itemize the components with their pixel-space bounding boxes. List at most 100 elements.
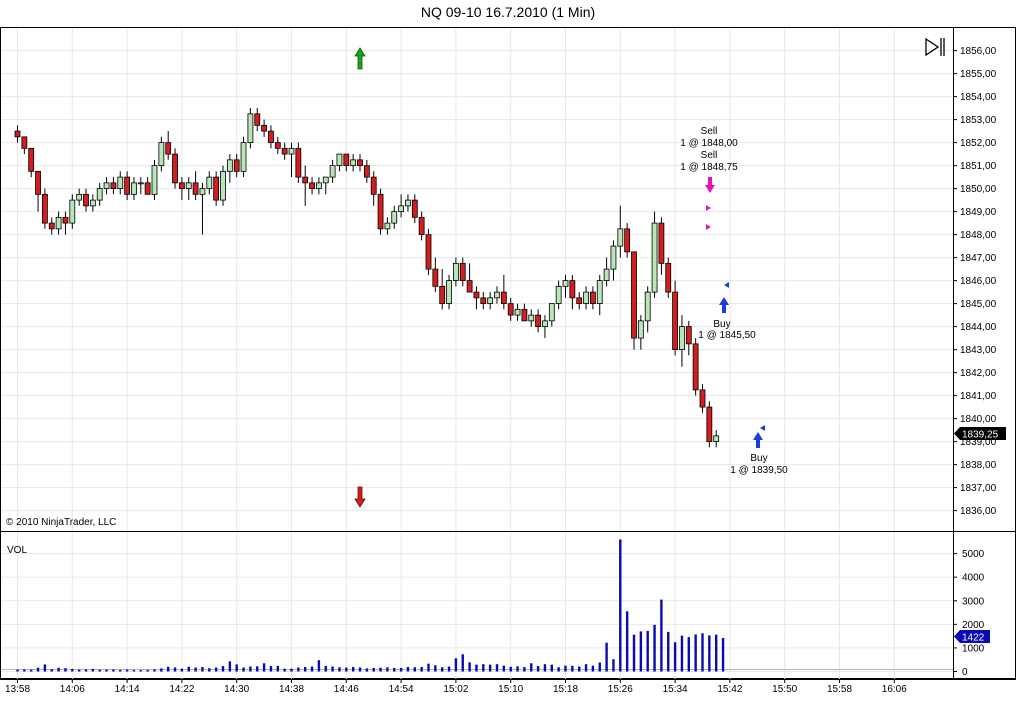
candle-body-down <box>658 222 665 264</box>
volume-bar <box>619 539 622 672</box>
candle <box>706 401 713 448</box>
volume-bar <box>701 633 704 672</box>
candle <box>637 315 644 350</box>
candle <box>76 188 83 206</box>
price-tick-label: 1856,00 <box>960 46 997 57</box>
candle-body-down <box>14 130 21 138</box>
candle-body-up <box>226 159 233 172</box>
price-tick-label: 1836,00 <box>960 506 997 517</box>
price-tick-label: 1850,00 <box>960 184 997 195</box>
red-down-arrow-icon <box>354 486 366 508</box>
volume-bar <box>708 635 711 672</box>
candle-body-down <box>83 193 89 207</box>
volume-bar <box>605 642 608 672</box>
volume-bar <box>125 669 129 672</box>
volume-bar <box>475 664 478 672</box>
candle-body-down <box>192 182 199 195</box>
price-tick-label: 1849,00 <box>960 207 997 218</box>
volume-bar <box>23 669 26 672</box>
candle <box>343 153 350 172</box>
time-tick-label: 14:14 <box>115 684 140 695</box>
candle <box>28 147 35 178</box>
candle <box>89 194 96 212</box>
candle <box>514 303 521 321</box>
price-axis-ticks: 1836,00 1837,00 1838,00 1839,00 1840,00 1841,… <box>953 46 997 517</box>
sell-arrow-icon <box>705 177 715 193</box>
price-tick-label: 1840,00 <box>960 414 997 425</box>
volume-bar <box>550 664 553 672</box>
candle-body-up <box>596 280 603 305</box>
candle-body-up <box>220 170 226 201</box>
candle <box>459 257 466 287</box>
candle <box>603 257 610 287</box>
volume-bar <box>536 666 540 672</box>
volume-bar <box>331 666 334 672</box>
sell-tick-marker-1 <box>706 205 711 211</box>
candle-body-up <box>315 182 322 190</box>
candle <box>699 384 706 413</box>
candle <box>96 182 103 206</box>
time-tick-label: 15:18 <box>553 684 578 695</box>
volume-tick-label: 1000 <box>962 643 985 654</box>
candle <box>617 205 624 258</box>
candle <box>199 182 206 235</box>
candle <box>131 177 137 201</box>
candle-body-down <box>500 291 507 305</box>
volume-bar <box>393 667 396 672</box>
volume-bar <box>488 664 492 672</box>
time-tick-label: 16:06 <box>882 684 907 695</box>
volume-bar <box>441 667 444 672</box>
candle-body-up <box>137 182 144 185</box>
volume-bar <box>461 654 464 672</box>
candle <box>439 269 446 310</box>
candle-body-up <box>384 222 391 230</box>
candle-body-up <box>637 320 644 339</box>
volume-bar <box>249 666 252 672</box>
candle-body-down <box>418 216 425 236</box>
volume-bar <box>84 669 88 672</box>
volume-bar <box>153 669 156 672</box>
volume-bar <box>310 666 314 672</box>
time-axis-ticks: 13:58 14:06 14:14 14:22 14:30 14:38 14:46 14:54… <box>5 679 907 695</box>
candle-body-up <box>610 245 617 270</box>
candle <box>432 257 439 293</box>
sell-tick-marker-2 <box>706 224 711 230</box>
price-tick-label: 1838,00 <box>960 460 997 471</box>
candle-body-down <box>692 343 699 391</box>
candle <box>336 153 343 172</box>
candle <box>322 176 329 195</box>
candle <box>110 177 117 195</box>
buy-arrow-icon-2 <box>753 425 765 448</box>
candle-body-up <box>76 193 83 201</box>
candle-body-up <box>555 285 562 305</box>
candle <box>288 142 295 178</box>
volume-bar <box>358 667 362 672</box>
candle <box>48 217 55 235</box>
volume-bar <box>146 669 149 672</box>
candle <box>117 171 124 195</box>
volume-bar <box>468 662 471 672</box>
candle-body-down <box>144 182 151 195</box>
candle-body-up <box>391 211 398 224</box>
candle <box>405 194 411 212</box>
volume-bar <box>516 666 519 672</box>
volume-bar <box>386 667 389 672</box>
candle <box>315 177 322 195</box>
volume-bar <box>660 599 663 672</box>
volume-bar <box>112 669 115 672</box>
candle-body-down <box>370 176 377 195</box>
time-tick-label: 14:06 <box>60 684 85 695</box>
volume-bar <box>454 658 458 672</box>
volume-bar <box>406 667 410 672</box>
candle-body-down <box>261 124 268 132</box>
volume-bars <box>16 539 725 672</box>
candle-body-down <box>213 176 220 201</box>
candle <box>610 240 617 281</box>
candle <box>83 188 89 212</box>
play-end-icon[interactable] <box>925 37 945 57</box>
volume-bar <box>50 669 53 672</box>
candle-body-up <box>247 113 254 143</box>
candle-body-up <box>199 188 206 195</box>
candle-body-up <box>405 199 411 207</box>
